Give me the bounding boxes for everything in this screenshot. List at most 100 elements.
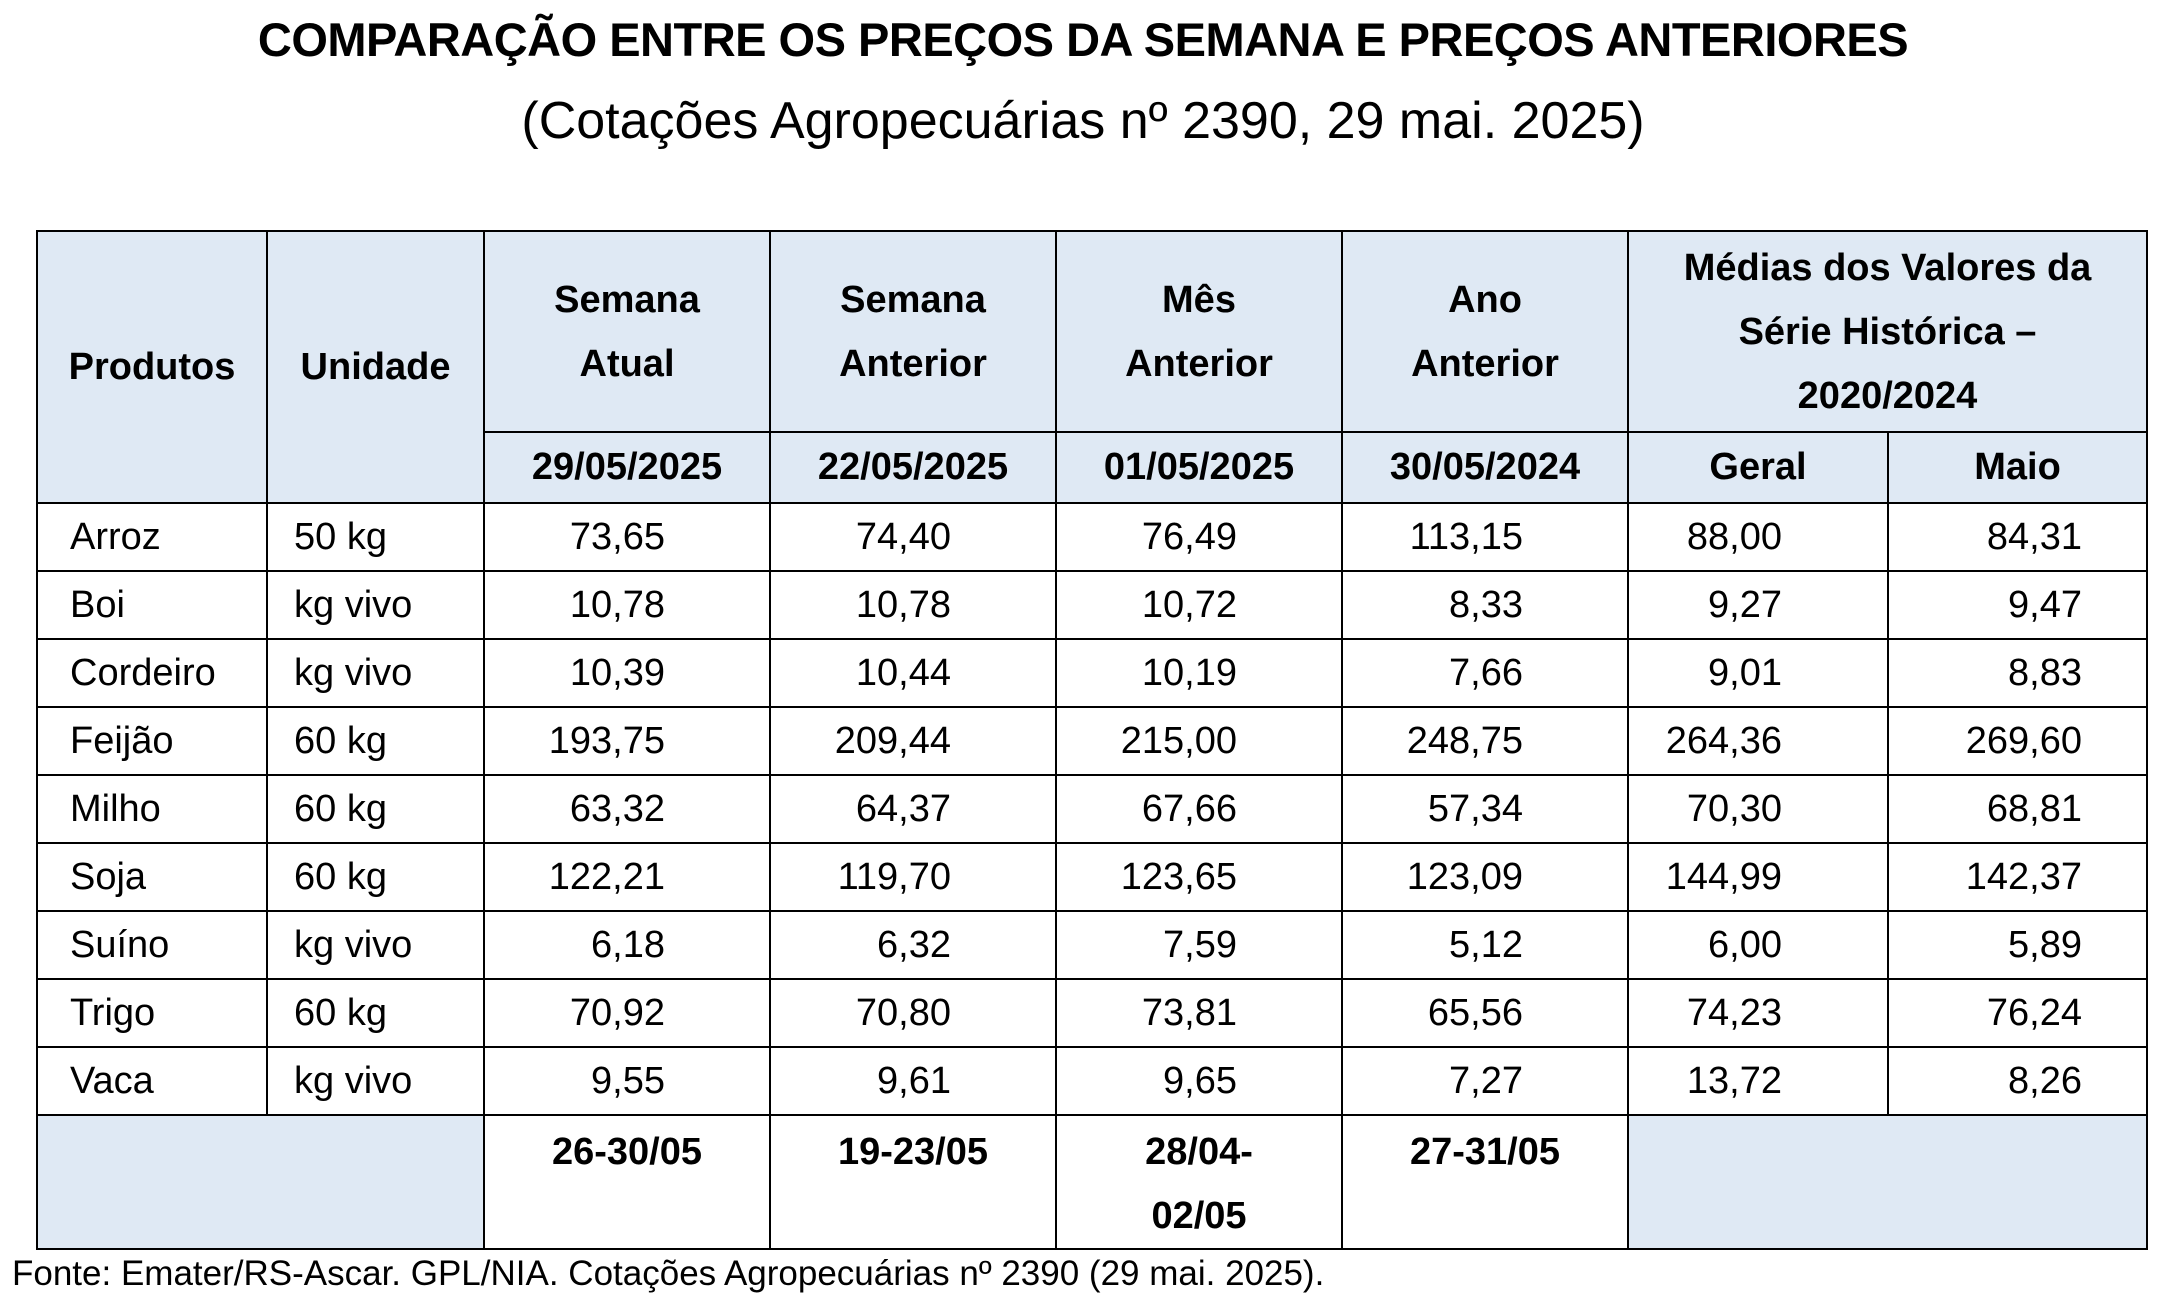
- cell-ano-anterior: 8,33: [1341, 570, 1629, 640]
- header-mes-anterior-line2: Anterior: [1125, 342, 1273, 385]
- cell-semana-atual: 10,39: [483, 638, 771, 708]
- cell-geral: 13,72: [1627, 1046, 1889, 1116]
- cell-semana-anterior: 70,80: [769, 978, 1057, 1048]
- cell-maio: 142,37: [1887, 842, 2148, 912]
- cell-semana-anterior: 119,70: [769, 842, 1057, 912]
- period-semana-atual: 26-30/05: [483, 1114, 771, 1250]
- header-semana-atual-line2: Atual: [579, 342, 675, 385]
- cell-geral: 144,99: [1627, 842, 1889, 912]
- cell-mes-anterior: 7,59: [1055, 910, 1343, 980]
- cell-maio: 8,83: [1887, 638, 2148, 708]
- table-row: Vaca kg vivo 9,55 9,61 9,65 7,27 13,72 8…: [36, 1046, 2148, 1116]
- cell-unidade: kg vivo: [266, 638, 485, 708]
- cell-produto: Cordeiro: [36, 638, 268, 708]
- cell-produto: Trigo: [36, 978, 268, 1048]
- cell-semana-atual: 122,21: [483, 842, 771, 912]
- date-ano-anterior: 30/05/2024: [1341, 431, 1629, 504]
- cell-ano-anterior: 65,56: [1341, 978, 1629, 1048]
- cell-geral: 88,00: [1627, 502, 1889, 572]
- table-row: Boi kg vivo 10,78 10,78 10,72 8,33 9,27 …: [36, 570, 2148, 640]
- period-mes-anterior-line2: 02/05: [1151, 1195, 1247, 1237]
- cell-semana-atual: 70,92: [483, 978, 771, 1048]
- cell-semana-atual: 9,55: [483, 1046, 771, 1116]
- period-blank-left: [36, 1114, 485, 1250]
- period-semana-anterior: 19-23/05: [769, 1114, 1057, 1250]
- cell-geral: 74,23: [1627, 978, 1889, 1048]
- cell-ano-anterior: 113,15: [1341, 502, 1629, 572]
- cell-produto: Suíno: [36, 910, 268, 980]
- cell-ano-anterior: 57,34: [1341, 774, 1629, 844]
- header-semana-atual: Semana Atual: [483, 229, 771, 434]
- cell-semana-anterior: 10,78: [769, 570, 1057, 640]
- date-semana-anterior: 22/05/2025: [769, 431, 1057, 504]
- cell-semana-anterior: 64,37: [769, 774, 1057, 844]
- cell-geral: 6,00: [1627, 910, 1889, 980]
- source-note: Fonte: Emater/RS-Ascar. GPL/NIA. Cotaçõe…: [12, 1254, 1325, 1293]
- cell-produto: Feijão: [36, 706, 268, 776]
- cell-maio: 269,60: [1887, 706, 2148, 776]
- page-title: COMPARAÇÃO ENTRE OS PREÇOS DA SEMANA E P…: [257, 13, 1909, 66]
- cell-produto: Soja: [36, 842, 268, 912]
- header-semana-anterior-line2: Anterior: [839, 342, 987, 385]
- cell-semana-atual: 63,32: [483, 774, 771, 844]
- period-ano-anterior: 27-31/05: [1341, 1114, 1629, 1250]
- cell-unidade: 50 kg: [266, 502, 485, 572]
- cell-produto: Milho: [36, 774, 268, 844]
- header-medias: Médias dos Valores da Série Histórica – …: [1627, 229, 2148, 434]
- header-row: Produtos Unidade Semana Atual Semana Ant…: [36, 229, 2148, 504]
- cell-semana-atual: 193,75: [483, 706, 771, 776]
- cell-mes-anterior: 9,65: [1055, 1046, 1343, 1116]
- date-row: 29/05/2025 22/05/2025 01/05/2025 30/05/2…: [37, 431, 2148, 504]
- cell-unidade: 60 kg: [266, 706, 485, 776]
- table-row: Cordeiro kg vivo 10,39 10,44 10,19 7,66 …: [36, 638, 2148, 708]
- header-semana-anterior: Semana Anterior: [769, 229, 1057, 434]
- cell-semana-anterior: 6,32: [769, 910, 1057, 980]
- cell-unidade: 60 kg: [266, 842, 485, 912]
- header-semana-atual-line1: Semana: [554, 278, 700, 321]
- cell-mes-anterior: 10,72: [1055, 570, 1343, 640]
- cell-maio: 84,31: [1887, 502, 2148, 572]
- header-produtos: Produtos: [36, 230, 268, 504]
- header-medias-line3: 2020/2024: [1797, 374, 1978, 417]
- header-ano-anterior-line2: Anterior: [1411, 342, 1559, 385]
- cell-mes-anterior: 215,00: [1055, 706, 1343, 776]
- cell-produto: Vaca: [36, 1046, 268, 1116]
- cell-geral: 9,27: [1627, 570, 1889, 640]
- cell-maio: 8,26: [1887, 1046, 2148, 1116]
- cell-ano-anterior: 123,09: [1341, 842, 1629, 912]
- cell-mes-anterior: 73,81: [1055, 978, 1343, 1048]
- period-row: 26-30/05 19-23/05 28/04- 02/05 27-31/05: [36, 1114, 2148, 1250]
- cell-unidade: 60 kg: [266, 774, 485, 844]
- cell-geral: 264,36: [1627, 706, 1889, 776]
- cell-mes-anterior: 123,65: [1055, 842, 1343, 912]
- cell-unidade: kg vivo: [266, 910, 485, 980]
- cell-mes-anterior: 10,19: [1055, 638, 1343, 708]
- cell-semana-anterior: 74,40: [769, 502, 1057, 572]
- header-ano-anterior-line1: Ano: [1448, 278, 1522, 321]
- cell-semana-anterior: 10,44: [769, 638, 1057, 708]
- cell-maio: 9,47: [1887, 570, 2148, 640]
- table-row: Feijão 60 kg 193,75 209,44 215,00 248,75…: [36, 706, 2148, 776]
- cell-maio: 68,81: [1887, 774, 2148, 844]
- cell-semana-atual: 6,18: [483, 910, 771, 980]
- header-ano-anterior: Ano Anterior: [1341, 229, 1629, 434]
- cell-unidade: 60 kg: [266, 978, 485, 1048]
- cell-geral: 9,01: [1627, 638, 1889, 708]
- date-semana-atual: 29/05/2025: [483, 431, 771, 504]
- cell-unidade: kg vivo: [266, 570, 485, 640]
- cell-geral: 70,30: [1627, 774, 1889, 844]
- page-subtitle: (Cotações Agropecuárias nº 2390, 29 mai.…: [521, 92, 1645, 150]
- cell-mes-anterior: 67,66: [1055, 774, 1343, 844]
- cell-unidade: kg vivo: [266, 1046, 485, 1116]
- price-comparison-table: Produtos Unidade Semana Atual Semana Ant…: [36, 229, 2148, 1250]
- cell-semana-atual: 73,65: [483, 502, 771, 572]
- header-medias-line2: Série Histórica –: [1738, 310, 2037, 353]
- cell-semana-atual: 10,78: [483, 570, 771, 640]
- header-geral: Geral: [1627, 431, 1889, 504]
- header-semana-anterior-line1: Semana: [840, 278, 986, 321]
- cell-produto: Boi: [36, 570, 268, 640]
- cell-semana-anterior: 209,44: [769, 706, 1057, 776]
- cell-maio: 5,89: [1887, 910, 2148, 980]
- period-blank-right: [1627, 1114, 2148, 1250]
- header-maio: Maio: [1887, 431, 2148, 504]
